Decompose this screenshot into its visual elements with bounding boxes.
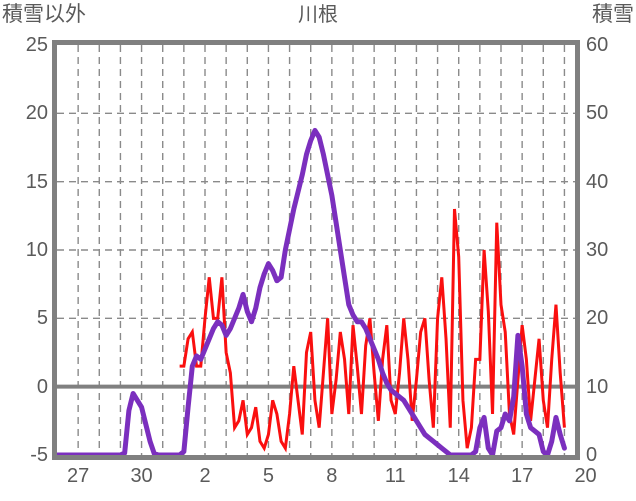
x-tick-20: 20 [574,465,597,487]
x-tick-2: 2 [199,465,211,487]
left-tick-neg5: -5 [30,444,48,466]
x-tick-27: 27 [67,465,90,487]
right-tick-60: 60 [586,34,609,56]
x-tick-23: 23 [624,466,636,486]
x-tick-11: 11 [384,465,406,487]
chart-title: 川根 [298,4,338,26]
x-tick-30: 30 [130,465,153,487]
x-tick-5: 5 [262,465,274,487]
right-tick-40: 40 [586,170,609,193]
plot-frame [52,40,580,460]
left-tick-15: 15 [25,170,48,193]
x-tick-14: 14 [447,465,470,487]
right-tick-50: 50 [586,102,609,125]
left-tick-0: 0 [36,375,48,398]
right-tick-10: 10 [586,375,609,398]
left-tick-10: 10 [25,239,48,261]
left-tick-5: 5 [36,307,48,330]
right-tick-0: 0 [586,444,598,466]
left-tick-25: 25 [25,34,48,56]
x-tick-17: 17 [511,465,534,487]
series-line-snow [57,127,567,455]
right-tick-30: 30 [586,239,609,261]
plot-area [57,45,575,455]
right-tick-20: 20 [586,307,609,330]
plot-svg [57,45,575,455]
left-axis-title: 積雪以外 [2,3,86,26]
x-tick-8: 8 [326,465,338,487]
right-axis-title: 積雪 [592,3,634,26]
left-tick-20: 20 [25,102,48,125]
